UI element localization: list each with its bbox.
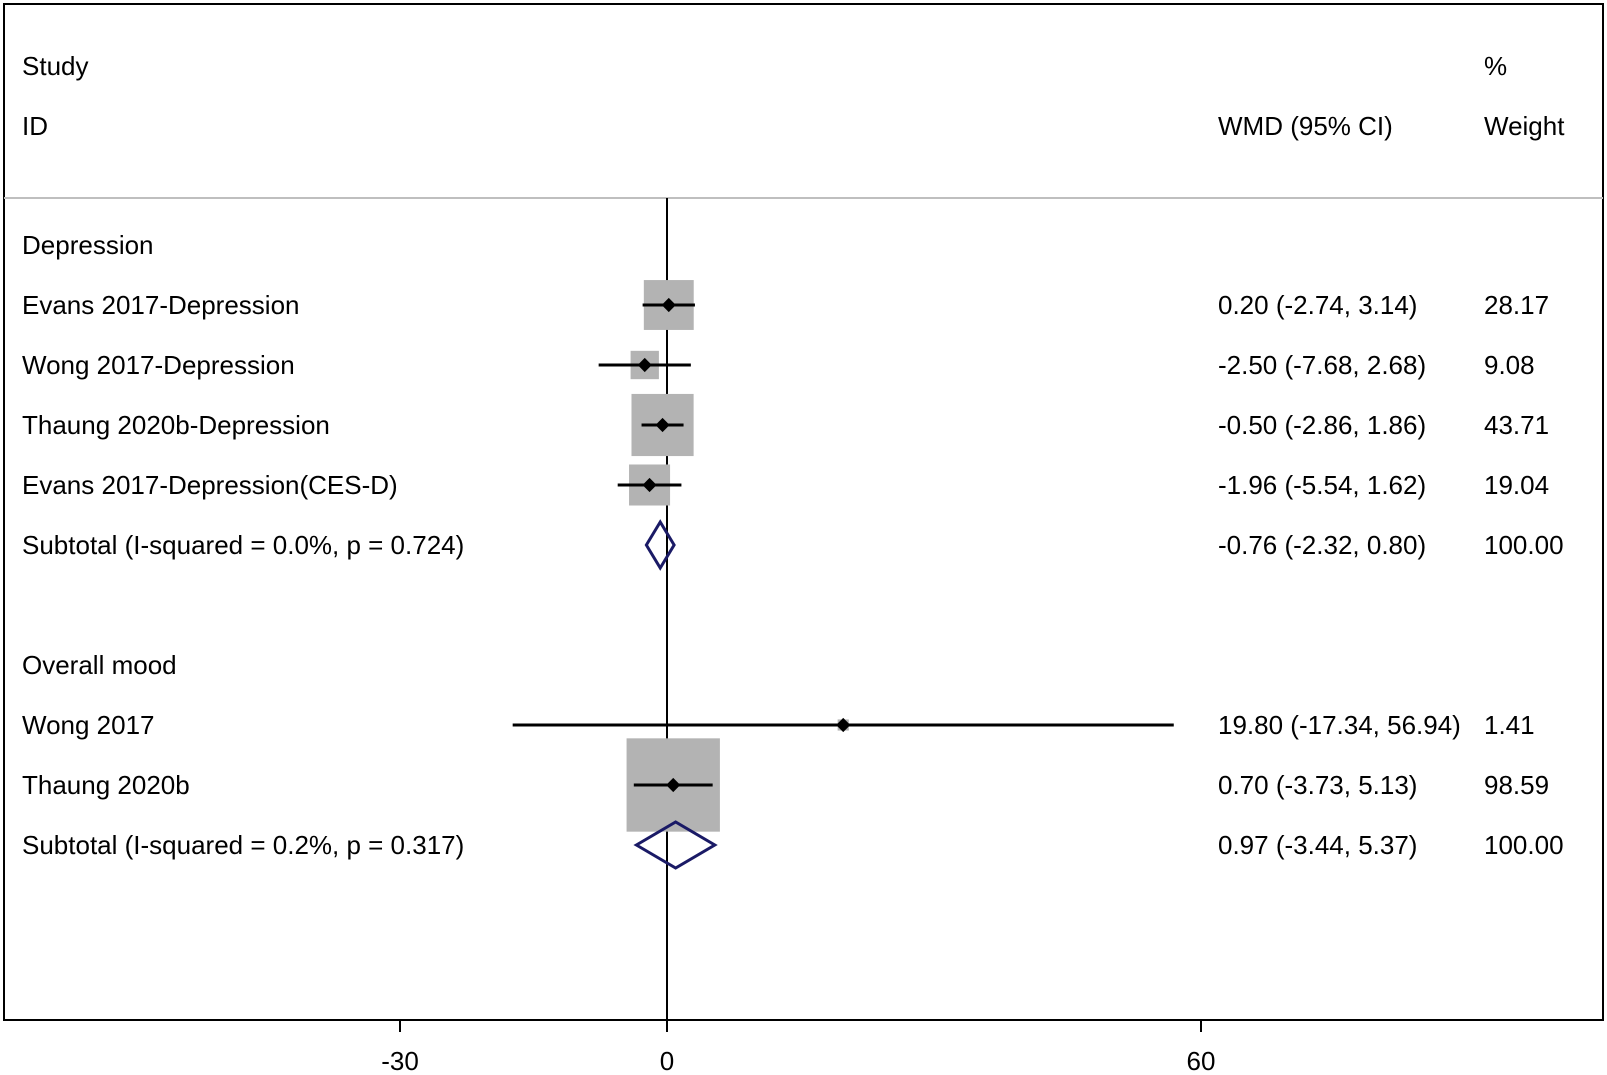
study-weight: 43.71 [1484,410,1549,440]
study-point-estimate [836,717,851,733]
plot-frame [3,3,1604,1021]
x-tick-label: 60 [1187,1046,1216,1075]
study-label: Evans 2017-Depression [22,290,300,320]
subtotal-label: Subtotal (I-squared = 0.0%, p = 0.724) [22,530,464,560]
header-id: ID [22,111,48,141]
group-heading: Depression [22,230,154,260]
study-ci-text: -0.50 (-2.86, 1.86) [1218,410,1426,440]
study-ci-text: -1.96 (-5.54, 1.62) [1218,470,1426,500]
subtotal-weight: 100.00 [1484,530,1564,560]
study-point-estimate [637,357,652,373]
x-axis: -30 0 60 [381,1020,1215,1075]
subtotal-diamond [644,519,676,571]
header-percent: % [1484,51,1507,81]
subtotal-weight: 100.00 [1484,830,1564,860]
study-ci-text: 19.80 (-17.34, 56.94) [1218,710,1461,740]
study-point-estimate [642,477,657,493]
study-label: Thaung 2020b-Depression [22,410,330,440]
study-label: Wong 2017-Depression [22,350,295,380]
header-study: Study [22,51,89,81]
subtotal-label: Subtotal (I-squared = 0.2%, p = 0.317) [22,830,464,860]
header-effect: WMD (95% CI) [1218,111,1393,141]
study-weight: 28.17 [1484,290,1549,320]
study-weight: 98.59 [1484,770,1549,800]
study-weight: 19.04 [1484,470,1549,500]
study-point-estimate [666,777,681,793]
study-label: Wong 2017 [22,710,155,740]
study-ci-text: -2.50 (-7.68, 2.68) [1218,350,1426,380]
study-ci-text: 0.20 (-2.74, 3.14) [1218,290,1417,320]
study-ci-text: 0.70 (-3.73, 5.13) [1218,770,1417,800]
study-label: Thaung 2020b [22,770,190,800]
subtotal-diamond [633,820,718,870]
subtotal-ci-text: -0.76 (-2.32, 0.80) [1218,530,1426,560]
study-rows: Depression Evans 2017-Depression 0.20 (-2.… [22,230,1564,870]
study-label: Evans 2017-Depression(CES-D) [22,470,398,500]
header-weight: Weight [1484,111,1565,141]
x-tick-label: -30 [381,1046,419,1075]
study-weight: 1.41 [1484,710,1535,740]
x-tick-label: 0 [660,1046,674,1075]
study-weight: 9.08 [1484,350,1535,380]
study-point-estimate [661,297,676,313]
subtotal-ci-text: 0.97 (-3.44, 5.37) [1218,830,1417,860]
study-point-estimate [655,417,670,433]
group-heading: Overall mood [22,650,177,680]
